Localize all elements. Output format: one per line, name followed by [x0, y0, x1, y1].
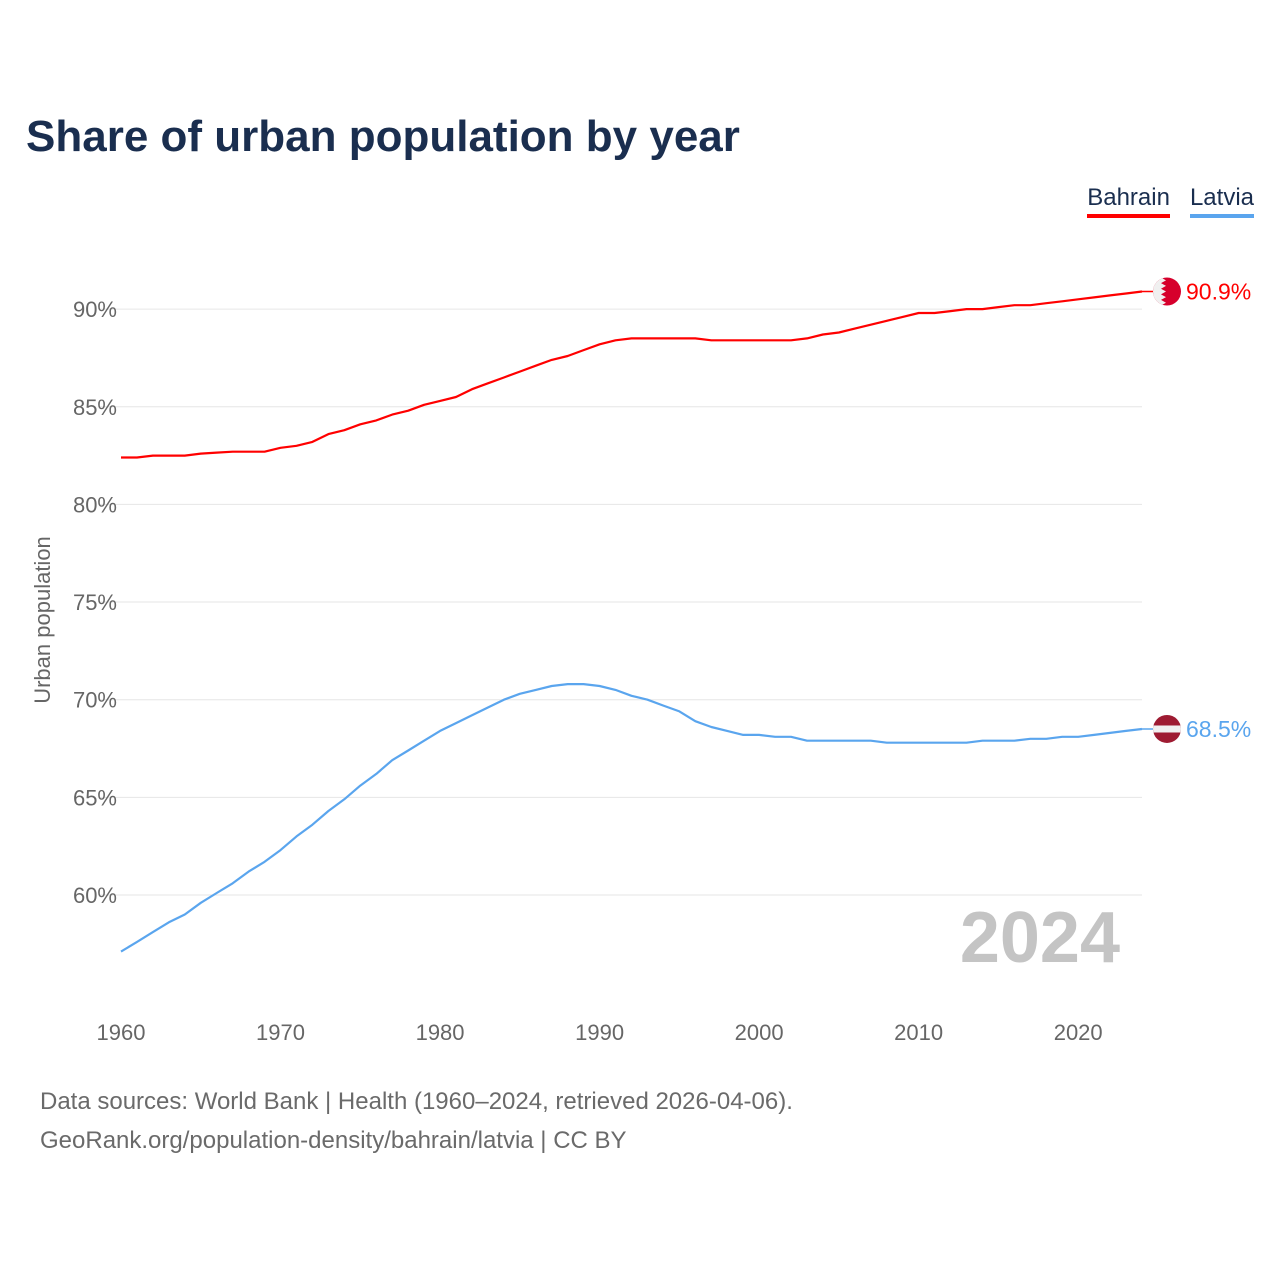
y-tick-label: 75%: [73, 590, 117, 615]
end-value-label-latvia: 68.5%: [1186, 716, 1251, 742]
x-tick-label: 2000: [735, 1020, 784, 1045]
y-tick-label: 70%: [73, 688, 117, 713]
y-tick-label: 60%: [73, 883, 117, 908]
legend: Bahrain Latvia: [1087, 184, 1254, 218]
x-tick-label: 1990: [575, 1020, 624, 1045]
x-tick-label: 1960: [97, 1020, 146, 1045]
y-axis-label: Urban population: [30, 536, 55, 704]
latvia-flag-icon: [1153, 714, 1181, 743]
y-tick-label: 90%: [73, 297, 117, 322]
x-tick-label: 2020: [1054, 1020, 1103, 1045]
footer-sources: Data sources: World Bank | Health (1960–…: [40, 1088, 793, 1115]
series-line-latvia: [120, 682, 1143, 953]
year-label: 2024: [960, 898, 1120, 978]
x-tick-label: 2010: [894, 1020, 943, 1045]
x-tick-label: 1980: [416, 1020, 465, 1045]
legend-item-latvia[interactable]: Latvia: [1189, 184, 1254, 218]
x-tick-label: 1970: [256, 1020, 305, 1045]
footer-link[interactable]: GeoRank.org/population-density/bahrain/l…: [40, 1127, 627, 1154]
y-tick-label: 65%: [73, 785, 117, 810]
legend-item-bahrain[interactable]: Bahrain: [1087, 184, 1170, 218]
chart-title: Share of urban population by year: [26, 112, 740, 161]
y-tick-label: 85%: [73, 395, 117, 420]
series-line-bahrain: [121, 290, 1143, 459]
y-tick-label: 80%: [73, 492, 117, 517]
bahrain-flag-icon: [1153, 277, 1181, 306]
end-value-label-bahrain: 90.9%: [1186, 279, 1251, 305]
